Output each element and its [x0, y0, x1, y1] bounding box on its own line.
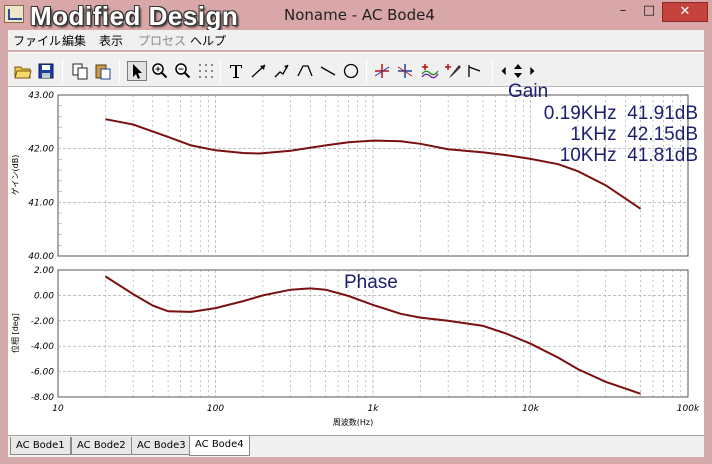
select-arrow-icon[interactable] [127, 61, 147, 81]
app-icon[interactable] [4, 5, 24, 23]
title-bar: Modified Design Noname - AC Bode4 – □ ✕ [0, 0, 712, 31]
overlay-title: Modified Design [30, 1, 239, 31]
window-title: Noname - AC Bode4 [284, 6, 435, 24]
step-right-icon[interactable] [526, 61, 538, 81]
gain-y-tick-label: 42.00 [28, 145, 54, 155]
curve-add-icon[interactable] [420, 61, 440, 81]
phase-y-tick-label: 0.00 [34, 291, 54, 301]
polyline-icon[interactable] [295, 61, 315, 81]
phase-y-label: 位相 [deg] [10, 313, 20, 353]
grid-icon[interactable] [196, 61, 216, 81]
phase-y-ticks: 2.00 0.00 -2.00 -4.00 -6.00 -8.00 [31, 266, 55, 403]
gain-grid [58, 95, 688, 256]
tab-ac-bode-1[interactable]: AC Bode1 [10, 437, 71, 455]
step-updown-icon[interactable] [511, 61, 525, 81]
phase-y-tick-label: -4.00 [31, 342, 55, 352]
paste-icon[interactable] [93, 61, 113, 81]
bode-plot: 43.00 42.00 41.00 40.00 2.00 0.00 -2.00 -4.00 -… [10, 91, 700, 427]
phase-y-tick-label: -8.00 [31, 393, 55, 403]
tab-ac-bode-4[interactable]: AC Bode4 [189, 436, 250, 456]
gain-curve[interactable] [105, 118, 642, 210]
phase-y-tick-label: -2.00 [31, 317, 55, 327]
phase-grid [58, 270, 688, 397]
arrow-line-2-icon[interactable] [272, 61, 292, 81]
gain-y-tick-label: 41.00 [28, 198, 54, 208]
gain-y-label: ゲイン(dB) [10, 155, 20, 196]
gain-readout-2: 1KHz 42.15dB [570, 124, 698, 145]
menu-edit[interactable]: 編集 [62, 34, 87, 48]
ellipse-icon[interactable] [341, 61, 361, 81]
zoom-out-icon[interactable] [173, 61, 193, 81]
sheet-tabs: AC Bode1 AC Bode2 AC Bode3 AC Bode4 [8, 435, 704, 457]
copy-icon[interactable] [70, 61, 90, 81]
x-ticks: 10 100 1k 10k 100k [52, 404, 700, 414]
phase-y-tick-label: 2.00 [34, 266, 54, 276]
curve-edit-icon[interactable] [466, 61, 486, 81]
x-tick-label: 10 [52, 404, 64, 414]
x-tick-label: 1k [368, 404, 380, 414]
phase-title: Phase [344, 272, 398, 293]
gain-title: Gain [508, 81, 549, 102]
line-icon[interactable] [318, 61, 338, 81]
minimize-button[interactable]: – [619, 3, 627, 18]
step-left-icon[interactable] [498, 61, 510, 81]
tab-ac-bode-2[interactable]: AC Bode2 [71, 437, 132, 455]
cursor-b-icon[interactable] [395, 61, 415, 81]
text-tool-icon[interactable] [226, 61, 246, 81]
menu-file[interactable]: ファイル [13, 34, 62, 48]
x-tick-label: 100 [207, 404, 224, 414]
gain-readout-1: 0.19KHz 41.91dB [543, 103, 698, 124]
toolbar [8, 52, 704, 87]
x-tick-label: 100k [677, 404, 700, 414]
gain-y-tick-label: 43.00 [28, 91, 54, 101]
open-folder-icon[interactable] [13, 61, 33, 81]
phase-y-tick-label: -6.00 [31, 368, 55, 378]
menu-bar: ファイル 編集 表示 プロセス ヘルプ [8, 30, 704, 50]
save-disk-icon[interactable] [36, 61, 56, 81]
close-button[interactable]: ✕ [662, 2, 708, 22]
gain-readout-3: 10KHz 41.81dB [559, 145, 698, 166]
menu-view[interactable]: 表示 [99, 34, 124, 48]
plot-area[interactable]: 43.00 42.00 41.00 40.00 2.00 0.00 -2.00 -4.00 -… [8, 81, 704, 435]
gain-y-tick-label: 40.00 [28, 252, 54, 262]
x-tick-label: 10k [522, 404, 539, 414]
menu-help[interactable]: ヘルプ [190, 34, 227, 48]
tab-ac-bode-3[interactable]: AC Bode3 [131, 437, 192, 455]
zoom-in-icon[interactable] [150, 61, 170, 81]
menu-process[interactable]: プロセス [138, 34, 187, 48]
gain-y-ticks: 43.00 42.00 41.00 40.00 [28, 91, 54, 262]
cursor-a-icon[interactable] [372, 61, 392, 81]
curve-pick-icon[interactable] [443, 61, 463, 81]
maximize-button[interactable]: □ [642, 3, 656, 18]
phase-curve[interactable] [104, 275, 641, 395]
x-axis-label: 周波数(Hz) [333, 417, 373, 427]
arrow-line-icon[interactable] [249, 61, 269, 81]
